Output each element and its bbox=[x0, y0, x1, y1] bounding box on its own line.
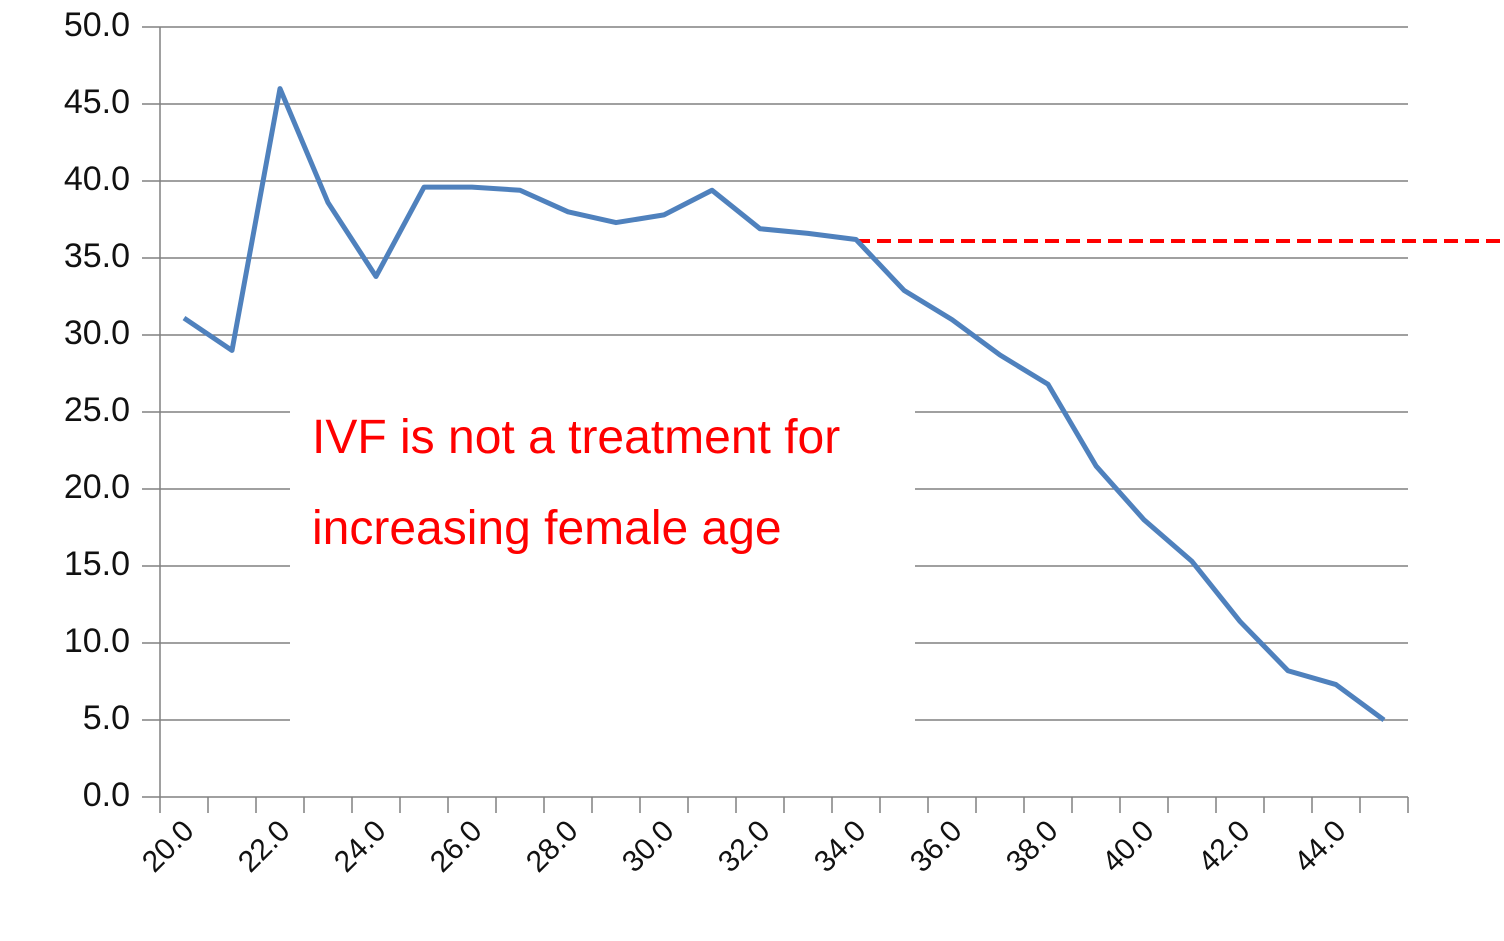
x-tick-label: 38.0 bbox=[1000, 814, 1065, 879]
x-tick-label: 44.0 bbox=[1288, 814, 1353, 879]
line-series bbox=[182, 86, 1386, 723]
y-tick-label: 15.0 bbox=[64, 545, 130, 583]
x-tick-label: 40.0 bbox=[1096, 814, 1161, 879]
x-tick-label: 20.0 bbox=[136, 814, 201, 879]
y-tick-label: 10.0 bbox=[64, 622, 130, 660]
x-tick-label: 32.0 bbox=[712, 814, 777, 879]
y-tick-label: 30.0 bbox=[64, 314, 130, 352]
x-tick-label: 28.0 bbox=[520, 814, 585, 879]
x-tick-label: 30.0 bbox=[616, 814, 681, 879]
x-tick-label: 34.0 bbox=[808, 814, 873, 879]
x-tick-label: 42.0 bbox=[1192, 814, 1257, 879]
x-tick-label: 22.0 bbox=[232, 814, 297, 879]
y-tick-label: 35.0 bbox=[64, 237, 130, 275]
y-tick-label: 25.0 bbox=[64, 391, 130, 429]
y-tick-label: 20.0 bbox=[64, 468, 130, 506]
annotation: IVF is not a treatment for increasing fe… bbox=[290, 392, 915, 748]
x-tick-label: 24.0 bbox=[328, 814, 393, 879]
y-tick-label: 0.0 bbox=[83, 776, 130, 814]
y-tick-label: 40.0 bbox=[64, 160, 130, 198]
y-tick-label: 50.0 bbox=[64, 6, 130, 44]
x-tick-label: 36.0 bbox=[904, 814, 969, 879]
annotation-box: IVF is not a treatment for increasing fe… bbox=[290, 392, 915, 748]
y-tick-label: 45.0 bbox=[64, 83, 130, 121]
y-tick-label: 5.0 bbox=[83, 699, 130, 737]
x-tick-label: 26.0 bbox=[424, 814, 489, 879]
